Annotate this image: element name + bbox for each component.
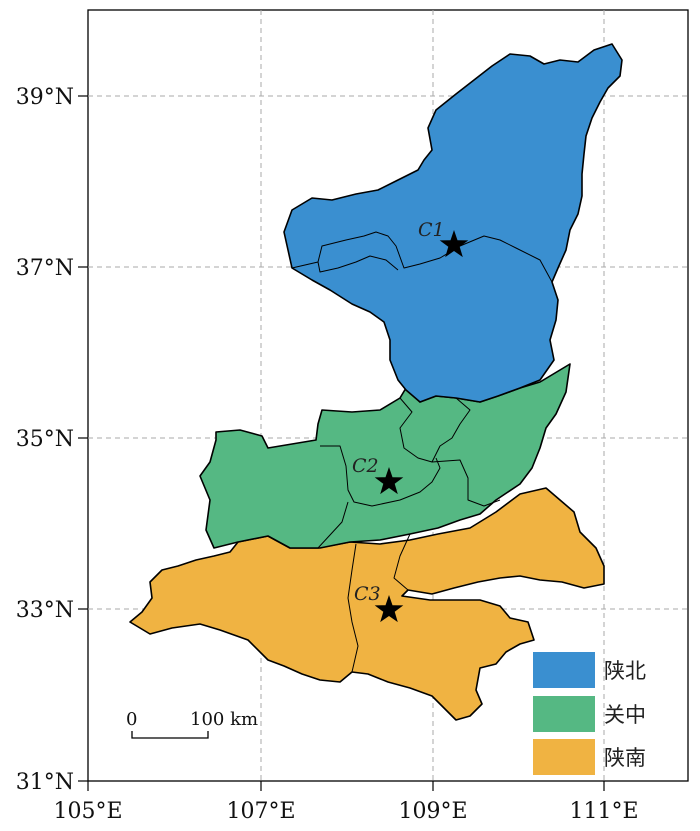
city-c1: C1 [418, 219, 469, 258]
scale-bar-start-label: 0 [126, 709, 137, 730]
star-icon [439, 230, 469, 258]
y-tick-label: 35°N [16, 427, 74, 452]
city-label: C1 [418, 219, 445, 241]
legend-label-south: 陕南 [604, 746, 646, 770]
x-axis: 105°E 107°E 109°E 111°E [53, 781, 639, 824]
x-tick-label: 111°E [569, 799, 638, 824]
star-icon [374, 467, 404, 495]
scale-bar-end-label: 100 km [190, 709, 258, 730]
y-tick-label: 37°N [16, 256, 74, 281]
city-markers: C1 C2 C3 [352, 219, 469, 623]
x-tick-label: 107°E [226, 799, 295, 824]
legend-swatch-north [533, 652, 595, 688]
region-north [283, 43, 623, 403]
city-label: C3 [354, 583, 381, 605]
legend: 陕北 关中 陕南 [533, 652, 646, 775]
legend-swatch-south [533, 739, 595, 775]
scale-bar: 0 100 km [126, 709, 258, 739]
x-tick-label: 109°E [398, 799, 467, 824]
y-axis: 31°N 33°N 35°N 37°N 39°N [16, 85, 88, 795]
legend-label-central: 关中 [604, 703, 646, 727]
city-c2: C2 [352, 455, 404, 495]
scale-bar-line [131, 731, 209, 739]
city-c3: C3 [354, 583, 404, 623]
y-tick-label: 33°N [16, 598, 74, 623]
county-boundaries [291, 231, 553, 673]
legend-label-north: 陕北 [604, 659, 646, 683]
x-tick-label: 105°E [53, 799, 122, 824]
y-tick-label: 39°N [16, 85, 74, 110]
city-label: C2 [352, 455, 379, 477]
region-south [129, 487, 605, 721]
legend-swatch-central [533, 696, 595, 732]
star-icon [374, 595, 404, 623]
y-tick-label: 31°N [16, 770, 74, 795]
